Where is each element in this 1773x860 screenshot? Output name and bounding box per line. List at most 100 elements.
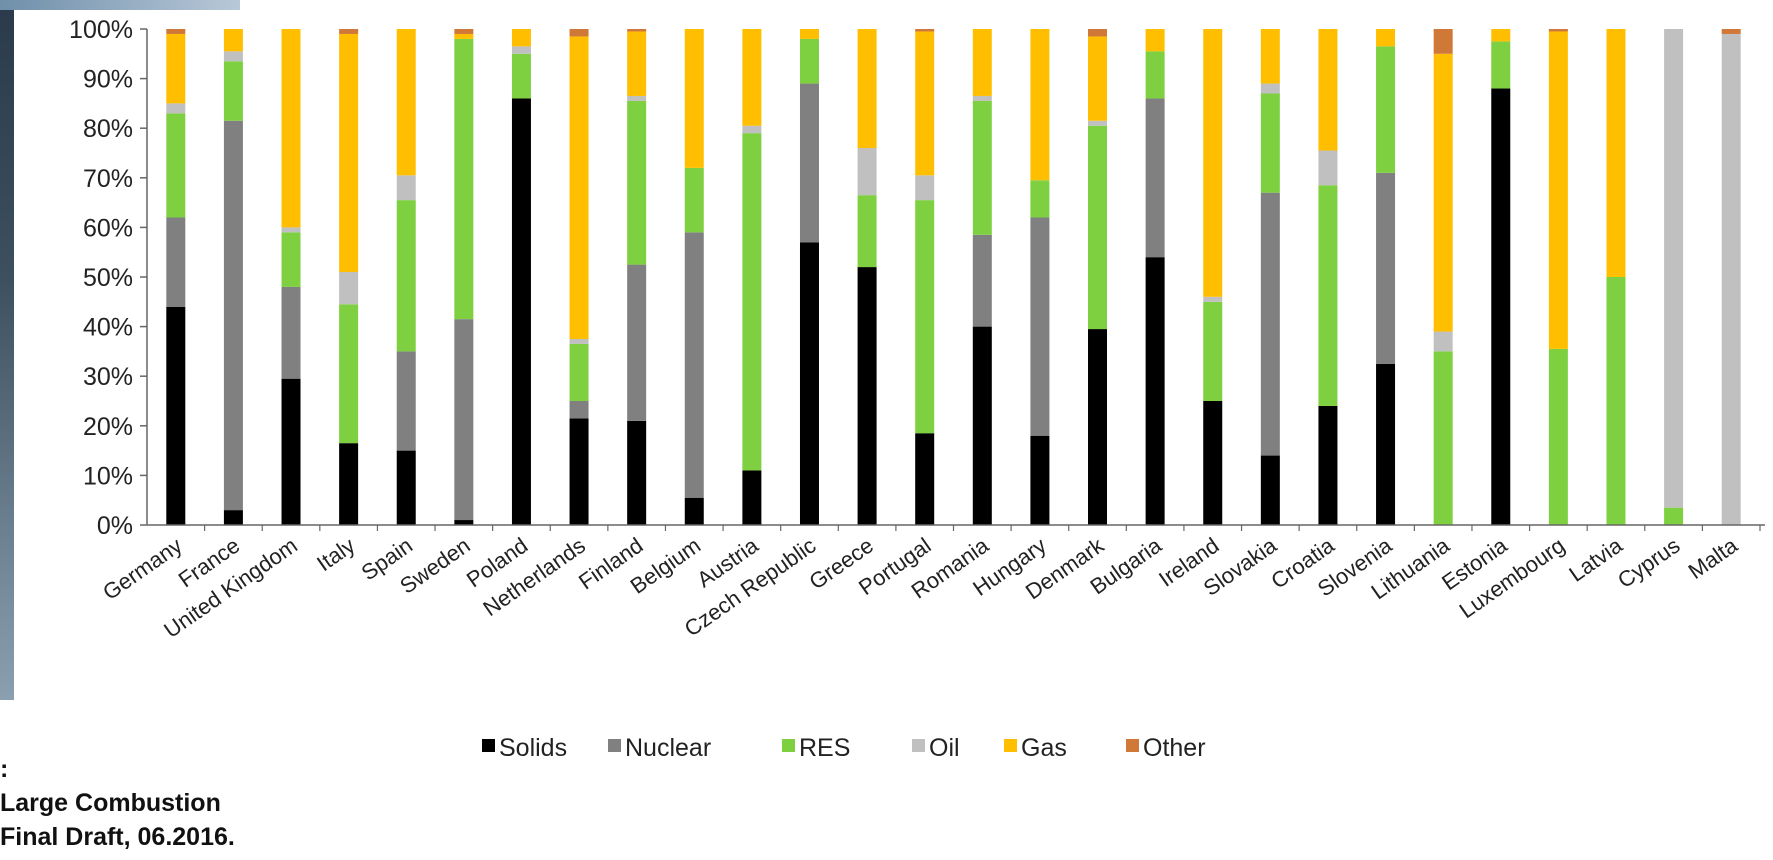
bar-segment-nuclear bbox=[627, 264, 647, 421]
bar-segment-other bbox=[627, 29, 647, 32]
bar-segment-gas bbox=[1203, 29, 1223, 297]
legend-item-solids: Solids bbox=[482, 734, 567, 762]
bar-segment-oil bbox=[1433, 331, 1453, 352]
bar-segment-gas bbox=[857, 29, 877, 149]
bar-segment-gas bbox=[1548, 31, 1568, 349]
bar-segment-gas bbox=[742, 29, 762, 126]
bar-segment-solids bbox=[915, 433, 935, 525]
bar-segment-gas bbox=[569, 36, 589, 339]
y-tick-label: 100% bbox=[69, 16, 133, 44]
bar-segment-oil bbox=[972, 95, 992, 101]
bar-segment-res bbox=[1664, 507, 1684, 525]
legend-item-other: Other bbox=[1126, 734, 1206, 762]
bar-segment-res bbox=[742, 133, 762, 471]
bar-segment-res bbox=[1030, 180, 1050, 218]
legend-swatch bbox=[782, 739, 795, 752]
source-note-line-1: : bbox=[0, 755, 9, 783]
bar-segment-oil bbox=[742, 125, 762, 134]
bar-segment-gas bbox=[223, 29, 243, 52]
bar-segment-solids bbox=[1318, 405, 1338, 525]
legend: Solids Nuclear RES Oil Gas Other bbox=[482, 734, 1206, 762]
bar-stack bbox=[1491, 29, 1511, 526]
legend-label: Nuclear bbox=[625, 734, 711, 762]
bar-segment-res bbox=[857, 195, 877, 268]
bar-segment-res bbox=[569, 343, 589, 401]
bar-segment-oil bbox=[915, 175, 935, 201]
bar-segment-res bbox=[627, 100, 647, 265]
bar-segment-other bbox=[915, 29, 935, 32]
bar-segment-res bbox=[1433, 351, 1453, 525]
legend-label: Oil bbox=[929, 734, 960, 762]
bar-stack bbox=[1260, 29, 1280, 525]
bar-segment-gas bbox=[454, 33, 474, 39]
bar-segment-solids bbox=[684, 497, 704, 525]
bar-segment-nuclear bbox=[569, 401, 589, 419]
x-tick-label: Malta bbox=[1684, 532, 1743, 584]
bar-segment-other bbox=[1088, 29, 1108, 37]
bar-segment-res bbox=[915, 200, 935, 434]
x-tick-label: Cyprus bbox=[1613, 533, 1684, 593]
bar-segment-oil bbox=[281, 227, 301, 233]
bar-segment-solids bbox=[1203, 401, 1223, 525]
bar-segment-oil bbox=[1203, 296, 1223, 302]
y-tick-label: 70% bbox=[83, 165, 133, 193]
bar-segment-oil bbox=[396, 175, 416, 201]
bar-segment-nuclear bbox=[1030, 217, 1050, 436]
bar-segment-res bbox=[799, 38, 819, 84]
source-note-line-3: Final Draft, 06.2016. bbox=[0, 823, 235, 851]
legend-label: Other bbox=[1143, 734, 1206, 762]
legend-swatch bbox=[912, 739, 925, 752]
bar-stack bbox=[1030, 29, 1050, 525]
legend-item-res: RES bbox=[782, 734, 850, 762]
bar-segment-res bbox=[1606, 277, 1626, 525]
legend-label: RES bbox=[799, 734, 850, 762]
bar-segment-other bbox=[166, 29, 186, 34]
bar-stack bbox=[742, 29, 762, 525]
y-tick-label: 40% bbox=[83, 314, 133, 342]
bar-segment-other bbox=[1433, 29, 1453, 54]
bar-stack bbox=[972, 29, 992, 525]
legend-label: Solids bbox=[499, 734, 567, 762]
bar-stack bbox=[339, 29, 359, 525]
bar-segment-gas bbox=[1145, 29, 1165, 52]
bar-segment-res bbox=[281, 232, 301, 287]
bar-stack bbox=[223, 29, 243, 525]
bar-segment-solids bbox=[799, 242, 819, 525]
bar-segment-nuclear bbox=[972, 234, 992, 327]
legend-item-nuclear: Nuclear bbox=[608, 734, 711, 762]
bar-segment-res bbox=[511, 53, 531, 99]
bar-segment-other bbox=[569, 29, 589, 37]
bar-stack bbox=[1721, 29, 1741, 526]
bar-segment-solids bbox=[1376, 363, 1396, 525]
bar-stack bbox=[684, 29, 704, 525]
bar-stack bbox=[1548, 29, 1568, 525]
left-image-strip bbox=[0, 0, 14, 700]
bar-segment-solids bbox=[972, 326, 992, 525]
source-note: : Large Combustion Final Draft, 06.2016. bbox=[0, 752, 235, 854]
x-tick-label: Italy bbox=[312, 533, 359, 577]
bar-stack bbox=[511, 29, 531, 525]
bar-stack bbox=[166, 29, 186, 525]
bar-segment-solids bbox=[1260, 455, 1280, 525]
bar-segment-solids bbox=[742, 470, 762, 525]
bar-stack bbox=[1606, 29, 1626, 525]
bar-stack bbox=[396, 29, 416, 525]
top-image-fragment bbox=[0, 0, 240, 10]
bar-segment-nuclear bbox=[1260, 192, 1280, 456]
bar-segment-res bbox=[454, 38, 474, 320]
bar-segment-gas bbox=[1433, 53, 1453, 332]
bar-segment-gas bbox=[1030, 29, 1050, 181]
bar-segment-nuclear bbox=[166, 217, 186, 307]
bar-segment-oil bbox=[339, 272, 359, 305]
bar-segment-gas bbox=[511, 29, 531, 47]
bar-stack bbox=[1433, 29, 1453, 525]
bar-stack bbox=[1145, 29, 1165, 525]
y-tick-label: 50% bbox=[83, 264, 133, 292]
bar-segment-res bbox=[972, 100, 992, 235]
bar-segment-res bbox=[1260, 93, 1280, 193]
bar-segment-gas bbox=[915, 31, 935, 176]
bar-segment-other bbox=[339, 29, 359, 34]
legend-item-oil: Oil bbox=[912, 734, 960, 762]
bar-stack bbox=[1664, 29, 1684, 525]
